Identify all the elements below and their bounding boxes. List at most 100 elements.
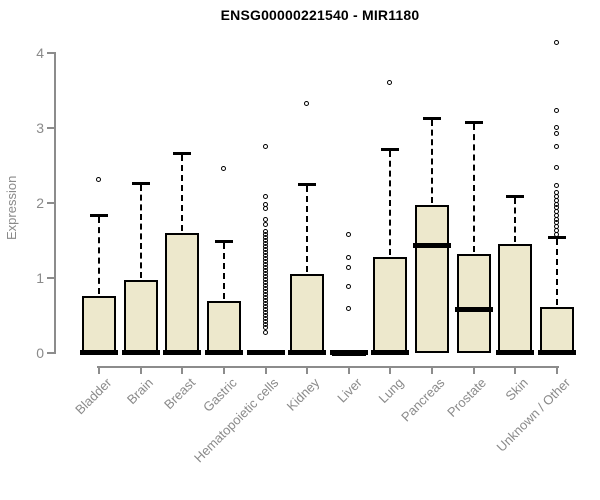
outlier-point: [262, 221, 268, 227]
x-tick: [222, 366, 225, 374]
whisker-line: [181, 154, 184, 231]
whisker-cap: [464, 121, 483, 124]
chart-title: ENSG00000221540 - MIR1180: [220, 7, 420, 23]
x-tick: [306, 366, 309, 374]
box-rect: [540, 306, 575, 353]
x-tick-label: Skin: [502, 375, 532, 404]
whisker-cap: [131, 181, 150, 185]
outlier-point: [262, 206, 268, 211]
outlier-point: [554, 131, 560, 136]
y-tick: [47, 127, 54, 129]
whisker-line: [306, 186, 309, 273]
box-rect: [456, 254, 491, 353]
whisker-line: [389, 151, 392, 255]
whisker-line: [431, 120, 434, 203]
outlier-point: [262, 194, 268, 199]
x-tick-label: Unknown / Other: [493, 375, 573, 455]
y-axis-line: [54, 52, 56, 354]
x-tick-label: Gastric: [199, 375, 240, 415]
x-tick-label: Kidney: [284, 375, 323, 414]
whisker-cap: [381, 148, 400, 151]
outlier-point: [262, 329, 268, 335]
outlier-point: [96, 176, 101, 182]
x-tick: [556, 366, 559, 374]
y-tick-label: 1: [36, 270, 44, 286]
whisker-line: [556, 238, 559, 305]
median-line: [80, 349, 118, 355]
whisker-cap: [90, 214, 108, 217]
median-line: [329, 350, 368, 356]
median-line: [413, 243, 452, 248]
x-tick: [347, 366, 350, 374]
x-tick-label: Prostate: [444, 375, 490, 420]
outlier-point: [345, 254, 351, 260]
outlier-point: [554, 40, 560, 46]
y-tick: [47, 277, 54, 279]
median-line: [454, 306, 493, 312]
y-tick-label: 3: [36, 120, 44, 136]
x-axis-line: [97, 366, 559, 368]
y-tick: [47, 202, 54, 204]
y-tick-label: 2: [36, 195, 44, 211]
x-tick: [472, 366, 475, 374]
y-tick: [47, 52, 54, 54]
box-rect: [206, 300, 241, 353]
median-line: [204, 349, 243, 355]
whisker-line: [98, 217, 100, 294]
whisker-line: [514, 197, 517, 242]
x-tick: [181, 366, 184, 374]
x-tick: [264, 366, 267, 374]
outlier-point: [387, 80, 393, 85]
median-line: [246, 349, 285, 355]
x-tick-label: Lung: [375, 375, 407, 407]
outlier-point: [554, 231, 560, 237]
whisker-line: [472, 124, 475, 252]
outlier-point: [345, 232, 351, 238]
whisker-line: [222, 243, 225, 299]
outlier-point: [262, 143, 268, 149]
x-tick: [139, 366, 142, 374]
box-rect: [498, 243, 533, 353]
outlier-point: [220, 166, 226, 172]
whisker-cap: [173, 151, 192, 155]
box-rect: [290, 274, 325, 353]
x-tick: [98, 366, 100, 374]
median-line: [163, 349, 202, 355]
median-line: [288, 349, 327, 355]
x-tick: [514, 366, 517, 374]
box-rect: [82, 296, 116, 353]
box-rect: [165, 233, 200, 353]
median-line: [538, 349, 577, 355]
y-tick-label: 4: [36, 45, 44, 61]
box-rect: [123, 280, 158, 353]
outlier-point: [554, 125, 560, 130]
median-line: [496, 349, 535, 355]
y-tick: [47, 352, 54, 354]
outlier-point: [345, 305, 351, 311]
median-line: [121, 349, 160, 355]
whisker-cap: [506, 194, 525, 198]
outlier-point: [554, 107, 560, 113]
x-tick-label: Brain: [124, 375, 157, 408]
outlier-point: [345, 284, 351, 289]
box-rect: [415, 204, 450, 353]
whisker-cap: [548, 235, 567, 239]
x-tick: [431, 366, 434, 374]
whisker-line: [139, 184, 142, 279]
x-tick-label: Pancreas: [398, 375, 448, 425]
outlier-point: [554, 164, 560, 170]
x-tick: [389, 366, 392, 374]
y-tick-label: 0: [36, 345, 44, 361]
whisker-cap: [298, 183, 317, 187]
outlier-point: [345, 265, 351, 271]
whisker-cap: [214, 240, 233, 244]
outlier-point: [554, 182, 560, 188]
box-rect: [373, 257, 408, 353]
whisker-cap: [423, 117, 442, 121]
median-line: [371, 349, 410, 355]
outlier-point: [304, 101, 310, 106]
outlier-point: [554, 143, 560, 149]
x-tick-label: Bladder: [72, 375, 115, 418]
